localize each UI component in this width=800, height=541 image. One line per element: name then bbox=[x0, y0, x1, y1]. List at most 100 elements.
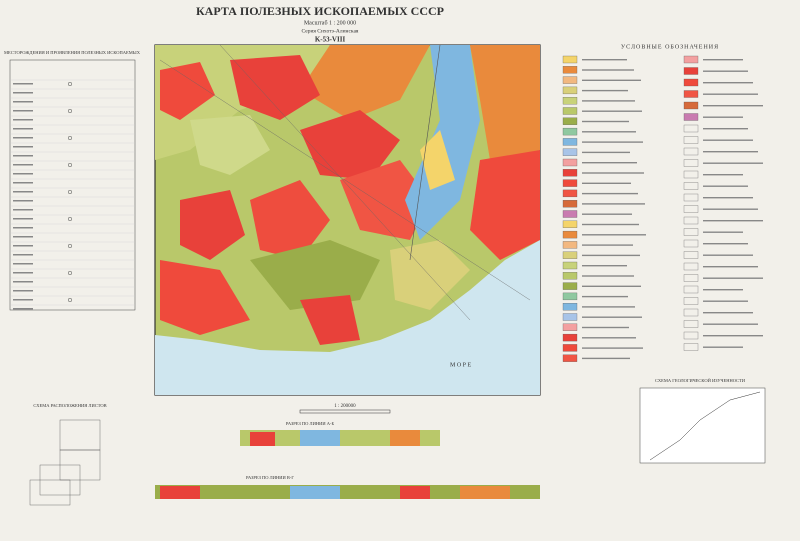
legend-text bbox=[582, 203, 645, 205]
legend-text bbox=[703, 139, 753, 141]
legend-symbol bbox=[683, 55, 699, 64]
legend-swatch bbox=[562, 241, 578, 249]
legend-swatch bbox=[562, 66, 578, 74]
legend-text bbox=[582, 326, 629, 329]
legend-text bbox=[582, 306, 635, 308]
legend-swatch bbox=[562, 86, 578, 95]
study-scheme-title: СХЕМА ГЕОЛОГИЧЕСКОЙ ИЗУЧЕННОСТИ bbox=[655, 378, 746, 383]
legend-text bbox=[582, 357, 630, 360]
legend-swatch bbox=[562, 148, 578, 156]
legend-symbol bbox=[683, 228, 699, 236]
legend-text bbox=[582, 265, 627, 267]
legend-symbol bbox=[683, 124, 699, 133]
legend-text bbox=[582, 59, 627, 61]
row-text bbox=[13, 299, 33, 301]
legend-swatch bbox=[562, 261, 578, 270]
legend-symbol bbox=[683, 170, 699, 179]
legend-symbol bbox=[683, 297, 699, 305]
sheet-number: K-53-VIII bbox=[315, 36, 346, 44]
legend-text bbox=[703, 185, 748, 187]
legend-symbol bbox=[683, 205, 699, 213]
scale-bar bbox=[299, 409, 391, 414]
legend-symbol bbox=[683, 113, 699, 121]
legend-symbol bbox=[683, 159, 699, 167]
legend-text bbox=[582, 182, 631, 184]
row-text bbox=[13, 146, 33, 148]
row-text bbox=[13, 272, 33, 274]
legend-symbol bbox=[683, 320, 699, 328]
legend-symbol bbox=[683, 274, 699, 282]
sheet-scheme-title: СХЕМА РАСПОЛОЖЕНИЯ ЛИСТОВ bbox=[33, 403, 106, 408]
legend-swatch bbox=[562, 220, 578, 228]
legend-text bbox=[703, 220, 763, 222]
legend-swatch bbox=[562, 323, 578, 331]
legend-text bbox=[703, 289, 743, 291]
legend-swatch bbox=[562, 282, 578, 290]
legend-text bbox=[582, 213, 632, 215]
legend-swatch bbox=[562, 76, 578, 84]
legend-symbol bbox=[683, 101, 699, 110]
row-text bbox=[13, 290, 33, 292]
left-legend-table bbox=[9, 59, 136, 311]
section-title: РАЗРЕЗ ПО ЛИНИИ А-Б bbox=[286, 421, 335, 426]
legend-swatch bbox=[562, 138, 578, 146]
legend-swatch bbox=[562, 200, 578, 208]
legend-text bbox=[582, 79, 641, 81]
legend-text bbox=[703, 59, 743, 61]
legend-text bbox=[582, 172, 644, 174]
legend-text bbox=[703, 174, 743, 176]
legend-text bbox=[582, 131, 636, 133]
legend-text bbox=[582, 347, 643, 349]
symbol bbox=[67, 108, 73, 114]
section-title: РАЗРЕЗ ПО ЛИНИИ В-Г bbox=[246, 475, 294, 480]
row-text bbox=[13, 101, 33, 103]
legend-symbol bbox=[683, 78, 699, 87]
legend-text bbox=[703, 300, 748, 302]
legend-swatch bbox=[562, 313, 578, 321]
legend-swatch bbox=[562, 251, 578, 259]
legend-text bbox=[582, 275, 634, 277]
legend-symbol bbox=[683, 216, 699, 225]
legend-text bbox=[582, 141, 643, 143]
legend-text bbox=[703, 243, 748, 245]
row-text bbox=[13, 236, 33, 238]
legend-symbol bbox=[683, 182, 699, 190]
legend-text bbox=[582, 151, 630, 154]
legend-swatch bbox=[562, 344, 578, 352]
row-text bbox=[13, 218, 33, 220]
legend-symbol bbox=[683, 67, 699, 75]
legend-swatch bbox=[562, 230, 578, 239]
legend-text bbox=[703, 105, 763, 107]
legend-text bbox=[703, 266, 758, 268]
study-scheme bbox=[639, 387, 766, 464]
legend-text bbox=[582, 254, 640, 257]
legend-swatch bbox=[562, 158, 578, 167]
right-legend-title: УСЛОВНЫЕ ОБОЗНАЧЕНИЯ bbox=[621, 44, 719, 50]
legend-text bbox=[582, 162, 637, 164]
row-text bbox=[13, 209, 33, 211]
sheet-scheme bbox=[29, 419, 101, 506]
legend-swatch bbox=[562, 97, 578, 105]
row-text bbox=[13, 263, 33, 265]
legend-symbol bbox=[683, 193, 699, 202]
row-text bbox=[13, 119, 33, 121]
legend-text bbox=[703, 346, 743, 348]
legend-text bbox=[582, 295, 628, 298]
legend-text bbox=[582, 89, 628, 92]
row-text bbox=[13, 92, 33, 94]
legend-swatch bbox=[562, 117, 578, 125]
legend-text bbox=[582, 192, 638, 195]
legend-text bbox=[582, 244, 633, 246]
legend-swatch bbox=[562, 292, 578, 301]
legend-text bbox=[582, 337, 636, 339]
legend-text bbox=[703, 197, 753, 199]
legend-swatch bbox=[562, 354, 578, 362]
legend-swatch bbox=[562, 179, 578, 187]
row-text bbox=[13, 155, 33, 157]
legend-swatch bbox=[562, 107, 578, 115]
row-text bbox=[13, 245, 33, 247]
geological-map bbox=[154, 44, 541, 396]
legend-text bbox=[703, 254, 753, 256]
legend-symbol bbox=[683, 90, 699, 98]
